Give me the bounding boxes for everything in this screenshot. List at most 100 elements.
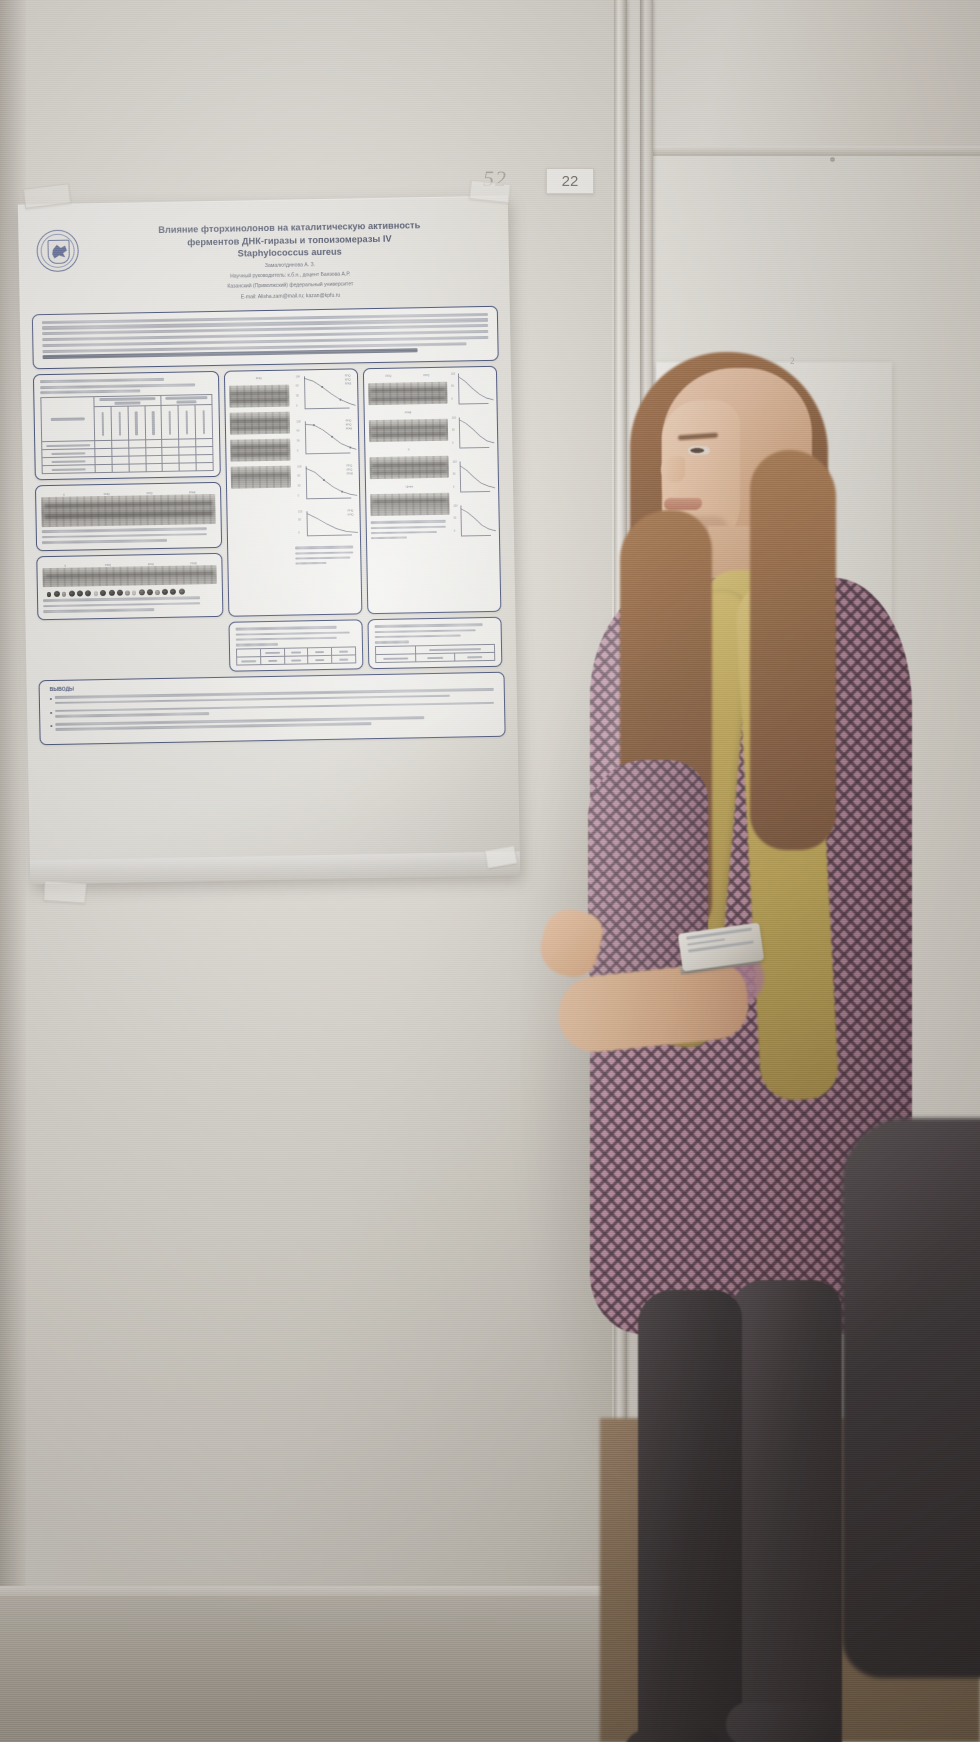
table-cell	[179, 463, 197, 472]
blot-dot	[155, 590, 160, 595]
figure-3-block: К FFIQ KFIQ FFAB	[36, 553, 224, 621]
hair-lock-front-right	[750, 450, 836, 850]
secondary-poster-number: 2	[790, 356, 795, 366]
table-2-block	[228, 619, 364, 673]
figure-4-caption	[294, 545, 357, 568]
table-3-caption	[374, 623, 495, 644]
dose-response-plot-1: 100 60 30 0 FFIQ KFIQ FFAB	[291, 374, 356, 417]
figure-5-block: FFIQ KFIQ FFAB К Ципро	[362, 366, 502, 615]
gel-relaxation-series-4	[370, 493, 450, 517]
poster-column-2: FFIQ 100 60 30 0 FFIQ KFIQ FFAB	[223, 368, 363, 618]
blot-dot	[116, 589, 124, 597]
figure-5-caption	[370, 520, 450, 542]
table-2	[236, 647, 356, 666]
blot-dot	[138, 589, 145, 596]
gel-dose-series-ffab	[230, 438, 291, 463]
gel-dose-series-ffiq	[229, 385, 290, 409]
blot-dot	[85, 590, 92, 597]
tape-strip	[43, 880, 87, 904]
table-cell	[195, 404, 213, 440]
table-cell	[127, 406, 146, 441]
table-cell	[110, 406, 129, 441]
table-cell	[145, 463, 163, 473]
gel-relaxation-series-3	[369, 456, 449, 480]
blot-dot	[61, 591, 67, 597]
blot-dot	[76, 590, 84, 597]
gel-dose-series-kfiq	[229, 411, 290, 436]
shoe-left	[624, 1730, 720, 1742]
table-cell	[161, 405, 179, 440]
booth-top-rail	[640, 146, 980, 156]
dose-response-plot-2: 100 60 30 0 FFIQ KFIQ FFAB	[292, 419, 356, 462]
poster-conclusions-block: ВЫВОДЫ	[38, 672, 506, 746]
table-cell	[454, 652, 495, 662]
poster-column-3: FFIQ KFIQ FFAB К Ципро	[362, 366, 502, 615]
table-cell	[308, 655, 332, 665]
table-cell	[95, 464, 113, 474]
poster-column-1: К FFIQ KFIQ FFAB	[32, 371, 224, 621]
poster-lower-spacer	[38, 622, 225, 676]
figure-4-gel-stack: FFIQ	[229, 375, 293, 612]
table-1	[40, 394, 214, 475]
blot-dot	[93, 591, 99, 596]
blot-dot	[100, 590, 107, 597]
figure-3-caption	[43, 596, 217, 613]
university-crest-logo	[36, 229, 80, 273]
main-scientific-poster[interactable]: Влияние фторхинолонов на каталитическую …	[17, 195, 521, 885]
table-3-block-wrap	[367, 617, 503, 670]
table-cell	[415, 653, 456, 663]
blot-dot	[131, 590, 137, 596]
table-cell	[284, 656, 309, 665]
figure-4-block: FFIQ 100 60 30 0 FFIQ KFIQ FFAB	[223, 368, 363, 618]
poster-header: Влияние фторхинолонов на каталитическую …	[18, 196, 510, 311]
relaxation-plot-4: 100 50 0	[452, 503, 496, 544]
figure-1-caption	[41, 527, 216, 544]
poster-abstract-block	[31, 305, 499, 370]
table-row	[375, 652, 495, 663]
relaxation-plot-2: 100 50 0	[451, 415, 495, 456]
blot-dot	[178, 588, 185, 596]
bullet-icon	[50, 724, 53, 727]
blot-dot	[46, 592, 52, 597]
table-cell	[331, 655, 356, 664]
poster-lower-tables-row	[38, 617, 505, 676]
gel-relaxation-series-1	[368, 382, 448, 406]
table-cell	[40, 396, 95, 443]
table-1-block	[32, 371, 221, 481]
leg-right-tights	[730, 1280, 842, 1742]
table-2-caption	[235, 626, 356, 647]
table-1-caption	[40, 377, 212, 395]
table-3	[375, 644, 495, 663]
gel-electrophoresis-supercoiling	[41, 494, 216, 528]
booth-hinge	[830, 157, 835, 162]
table-cell	[144, 405, 163, 441]
lips	[664, 498, 702, 510]
table-cell	[375, 654, 416, 663]
blot-dot	[108, 590, 115, 597]
relaxation-plot-1: 100 50 0	[450, 371, 494, 412]
shoe-right	[726, 1702, 838, 1742]
blot-dot	[146, 589, 154, 596]
table-cell	[196, 462, 214, 472]
wall-lower-band	[0, 1596, 700, 1742]
relaxation-plot-3: 100 50 0	[451, 459, 496, 500]
table-cell	[236, 657, 261, 666]
blot-dot	[170, 588, 177, 596]
figure-5-gel-stack: FFIQ KFIQ FFAB К Ципро	[368, 372, 451, 609]
figure-5-curve-stack: 100 50 0 100 50 0	[450, 371, 496, 608]
table-cell	[260, 656, 285, 666]
table-cell	[178, 405, 196, 440]
figure-1-block: К FFIQ KFIQ FFAB	[34, 482, 223, 552]
tape-strip	[469, 179, 511, 204]
poster-body: К FFIQ KFIQ FFAB	[32, 366, 503, 621]
blot-dot	[53, 591, 60, 598]
figure-4-curve-stack: 100 60 30 0 FFIQ KFIQ FFAB 100 60 30 0 FFIQ KFI…	[291, 374, 358, 611]
table-cell	[111, 464, 129, 473]
table-cell	[94, 406, 112, 442]
table-row	[42, 462, 214, 475]
blot-dot	[68, 590, 75, 598]
table-cell	[162, 463, 180, 472]
table-row	[236, 655, 356, 666]
poster-number-card: 22	[546, 168, 594, 194]
